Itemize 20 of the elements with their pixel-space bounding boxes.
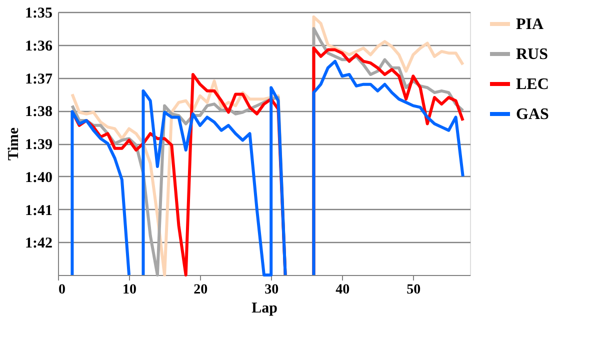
x-tick-label: 20 (194, 282, 208, 298)
y-tick-label: 1:35 (25, 6, 52, 22)
legend-label: GAS (516, 106, 549, 123)
y-tick-label: 1:36 (25, 38, 53, 54)
legend-label: RUS (516, 46, 548, 63)
x-tick-label: 50 (406, 282, 421, 298)
legend-label: PIA (516, 16, 544, 33)
y-tick-label: 1:38 (25, 104, 52, 120)
x-axis-title: Lap (252, 300, 278, 316)
y-tick-label: 1:39 (25, 137, 52, 153)
y-tick-label: 1:41 (25, 202, 52, 219)
y-tick-label: 1:40 (25, 170, 52, 186)
y-axis-title: Time (6, 127, 22, 161)
x-tick-label: 10 (122, 282, 137, 298)
y-tick-label: 1:42 (25, 236, 52, 252)
x-tick-label: 40 (336, 282, 350, 298)
x-tick-label: 0 (58, 282, 66, 298)
x-tick-label: 30 (264, 282, 279, 298)
legend-label: LEC (516, 76, 549, 93)
y-tick-label: 1:37 (25, 71, 53, 88)
